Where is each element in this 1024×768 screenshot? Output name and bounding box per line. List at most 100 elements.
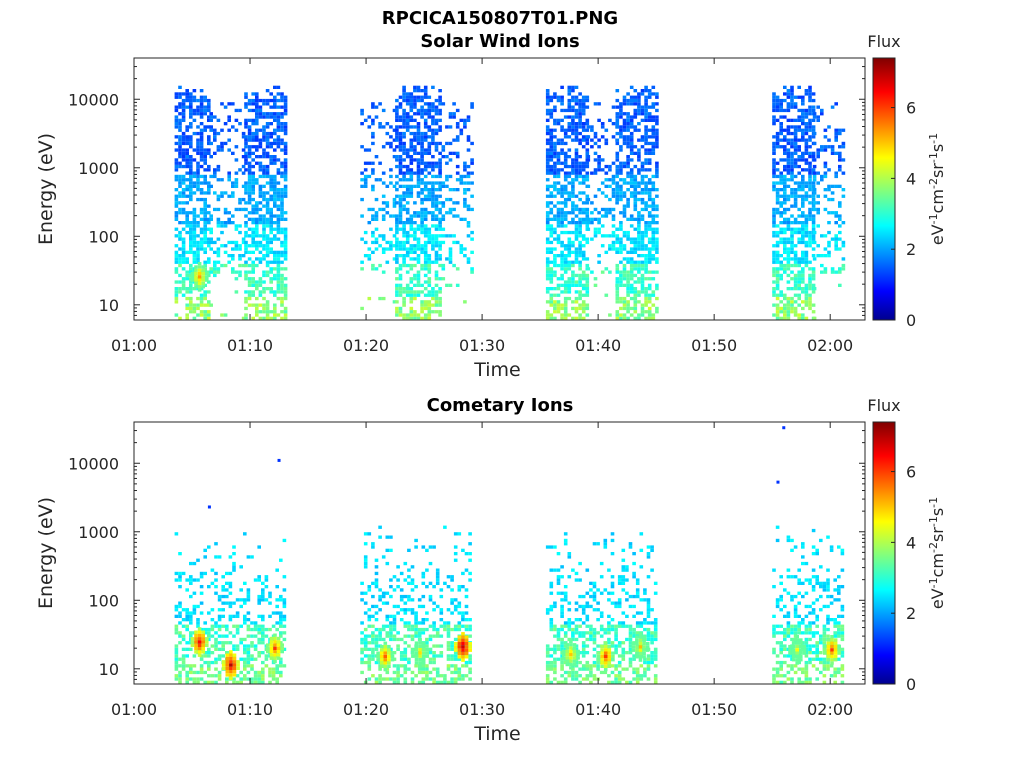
flux-cell [549,234,554,238]
flux-cell [367,254,372,258]
flux-cell [779,267,783,271]
flux-cell [273,138,277,142]
flux-cell [246,618,251,622]
flux-cell [196,296,200,301]
flux-cell [385,624,390,628]
flux-cell [178,118,182,122]
flux-cell [181,244,186,248]
flux-cell [431,296,435,301]
flux-cell [178,316,182,320]
flux-cell [283,164,288,169]
flux-cell [808,112,812,116]
flux-cell [801,240,805,245]
flux-cell [210,660,215,665]
flux-cell [545,677,550,681]
flux-cell [772,217,776,221]
flux-cell [262,115,266,119]
flux-cell [423,260,428,264]
flux-cell [793,310,798,314]
flux-cell [283,148,288,152]
flux-cell [227,260,231,264]
flux-cell [560,641,564,645]
flux-cell [199,89,204,93]
flux-cell [651,141,656,146]
flux-cell [808,234,812,238]
flux-cell [181,608,186,612]
flux-cell [199,148,204,152]
flux-cell [816,155,820,159]
flux-cell [615,138,620,142]
flux-cell [567,254,572,258]
flux-cell [178,670,182,675]
flux-cell [250,667,254,671]
flux-cell [280,316,284,320]
flux-cell [185,296,189,301]
flux-cell [205,278,209,282]
flux-cell [251,211,255,215]
flux-cell [414,585,418,589]
flux-cell [633,280,638,284]
flux-cell [203,191,207,195]
flux-cell [448,188,453,192]
flux-cell [622,194,627,198]
flux-cell [423,138,428,142]
flux-cell [378,680,382,684]
flux-cell [633,128,638,132]
flux-cell [563,184,568,188]
flux-cell [395,188,399,192]
flux-cell [258,128,263,132]
flux-cell [174,578,179,582]
flux-cell [647,92,652,96]
flux-cell [443,621,447,625]
flux-cell [178,221,182,225]
flux-cell [207,647,211,651]
flux-cell [783,313,787,317]
flux-cell [275,670,279,675]
flux-cell [199,211,204,215]
flux-cell [174,250,179,254]
flux-cell [457,657,462,661]
flux-cell [545,287,550,291]
flux-cell [585,313,590,317]
flux-cell [427,112,432,116]
flux-cell [820,145,824,149]
flux-cell [786,125,791,129]
flux-cell [556,217,561,221]
flux-cell [830,237,835,241]
flux-cell [574,204,579,208]
flux-cell [443,674,447,678]
flux-cell [210,568,215,572]
flux-cell [578,181,582,185]
flux-cell [185,151,189,155]
flux-cell [405,95,410,99]
flux-cell [545,660,550,665]
flux-cell [427,230,432,235]
flux-cell [416,128,421,132]
flux-cell [409,316,414,320]
flux-cell [265,300,270,304]
flux-cell [615,296,620,301]
flux-cell [644,95,648,99]
flux-cell [801,168,805,172]
flux-cell [560,604,564,609]
flux-cell [392,214,397,218]
flux-cell [571,105,575,109]
flux-cell [192,158,197,162]
flux-cell [644,174,648,179]
flux-cell [812,164,817,169]
flux-cell [622,211,627,215]
flux-cell [434,227,439,231]
flux-cell [545,667,550,671]
flux-cell [416,141,421,146]
flux-cell [268,591,272,595]
flux-cell [257,594,261,599]
flux-cell [581,310,586,314]
flux-cell [262,296,266,301]
flux-cell [615,237,620,241]
flux-cell [563,201,568,205]
flux-cell [450,627,454,632]
flux-cell [207,105,211,109]
flux-cell [553,545,557,549]
flux-cell [174,105,179,109]
flux-cell [203,548,207,552]
